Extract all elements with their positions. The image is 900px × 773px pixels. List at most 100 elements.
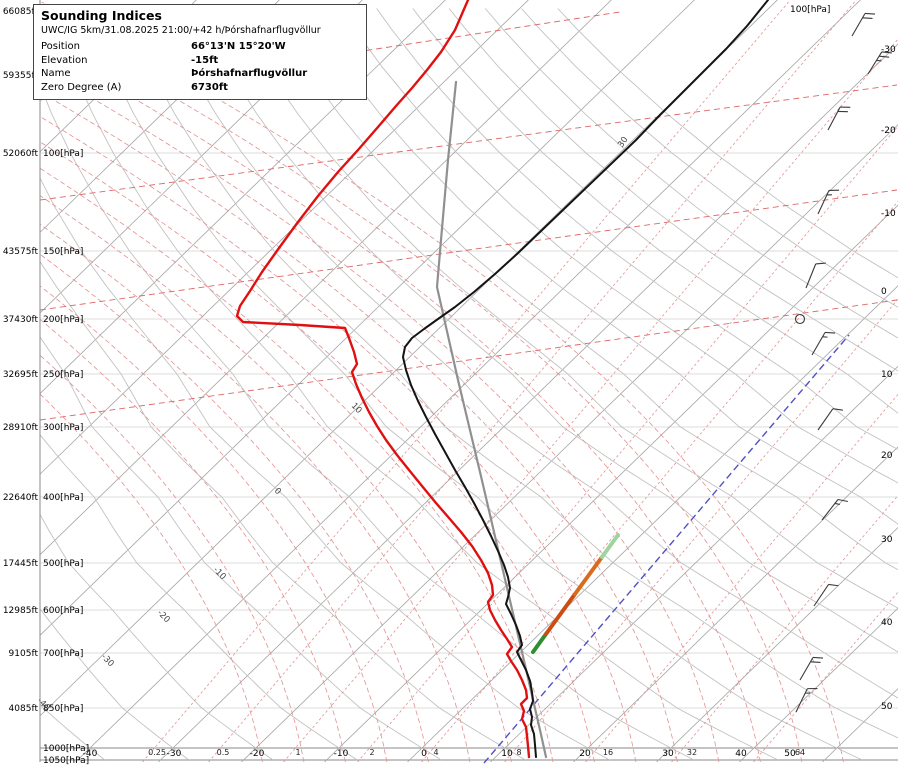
position-label: Position (41, 41, 80, 52)
dry-adiabat-line (448, 8, 898, 372)
right-temp-label: -20 (881, 126, 896, 136)
temperature-black-trace (402, 0, 769, 758)
bottom-mixing-ratio-label: 64 (795, 748, 805, 757)
altitude-label: 37430ft (3, 315, 39, 325)
mixing-ratio-line (421, 200, 898, 762)
dry-adiabat-line (484, 8, 898, 339)
bottom-temp-label: -10 (334, 749, 349, 759)
dry-adiabat-line (122, 8, 898, 739)
wind-barb (827, 106, 851, 131)
bottom-mixing-ratio-label: 4 (433, 748, 438, 757)
dry-adiabat-line (40, 608, 190, 761)
right-temp-label: 30 (881, 535, 893, 545)
isotherm-line (40, 0, 529, 475)
dry-adiabat-line (0, 9, 21, 760)
mixing-ratio-line (142, 0, 791, 762)
dry-adiabat-line (40, 176, 610, 761)
right-temp-label: 40 (881, 618, 893, 628)
bottom-mixing-ratio-label: 8 (516, 748, 521, 757)
wind-barb (817, 189, 840, 215)
wind-barb (813, 583, 839, 607)
isotherm-line (40, 0, 280, 233)
altitude-label: 28910ft (3, 423, 39, 433)
altitude-label: 43575ft (3, 247, 39, 257)
isotherm-line (490, 365, 898, 762)
mixing-ratio-line (585, 393, 898, 762)
isotherm-line (40, 0, 197, 153)
mixing-ratio-line (357, 125, 898, 762)
temperature-red-trace (235, 0, 531, 759)
dry-adiabat-line (86, 8, 863, 761)
dry-adiabat-line (40, 260, 526, 761)
bottom-temp-label: 50 (784, 749, 796, 759)
bottom-temp-label: -20 (250, 749, 265, 759)
pressure-label: 150[hPa] (43, 247, 83, 257)
pressure-label: 400[hPa] (43, 493, 83, 503)
pressure-label: 1050[hPa] (43, 756, 89, 766)
bottom-temp-label: 20 (579, 749, 591, 759)
bottom-temp-label: 0 (421, 749, 427, 759)
wind-barb (821, 498, 848, 521)
right-temp-label: -10 (881, 209, 896, 219)
mixing-ratio-line (283, 38, 898, 762)
right-temp-label: -30 (881, 45, 896, 55)
dry-adiabat-line (158, 8, 898, 699)
info-row-position: Position 66°13'N 15°20'W (41, 40, 359, 54)
dry-adiabat-line (412, 8, 898, 414)
moist-adiabat-line (40, 116, 637, 762)
moist-adiabat-line (41, 1, 844, 762)
dry-adiabat-line (50, 8, 779, 761)
altitude-label: 22640ft (3, 493, 39, 503)
bottom-mixing-ratio-label: 1 (295, 748, 300, 757)
pressure-label: 200[hPa] (43, 315, 83, 325)
info-row-name: Name Þórshafnarflugvöllur (41, 67, 359, 81)
isotherm-line (158, 43, 898, 762)
right-temp-label: 0 (881, 287, 887, 297)
altitude-label: 17445ft (3, 559, 39, 569)
altitude-label: 66085ft (3, 7, 39, 17)
name-value: Þórshafnarflugvöllur (191, 68, 308, 79)
dry-adiabat-line (340, 8, 898, 484)
panel-title: Sounding Indices (41, 8, 162, 23)
bottom-temp-label: 10 (501, 749, 513, 759)
zero-degree-value: 6730ft (191, 81, 228, 93)
calm-wind-marker (794, 313, 806, 325)
pressure-label: 700[hPa] (43, 649, 83, 659)
wind-barb (795, 687, 818, 713)
aux-dashed-line (40, 84, 898, 201)
dry-adiabat-line (40, 513, 274, 761)
moist-adiabat-line (40, 44, 761, 762)
pressure-label: 100[hPa] (43, 149, 83, 159)
right-temp-label: 20 (881, 451, 893, 461)
elevation-value: -15ft (191, 54, 219, 66)
model-run-subtitle: UWC/IG 5km/31.08.2025 21:00/+42 h/Þórsha… (41, 25, 321, 36)
moist-adiabat-line (40, 253, 429, 762)
moist-adiabat-line (40, 393, 263, 762)
sounding-indices-panel: Sounding Indices UWC/IG 5km/31.08.2025 2… (33, 4, 367, 100)
dry-adiabat-line (376, 8, 898, 451)
aux-dashed-line (40, 299, 898, 421)
pressure-label: 250[hPa] (43, 370, 83, 380)
isotherm-line (40, 0, 612, 556)
info-row-elevation: Elevation -15ft (41, 54, 359, 68)
dry-adiabat-line (231, 8, 898, 609)
isotherm-line (40, 0, 363, 314)
bottom-mixing-ratio-label: 16 (603, 748, 613, 757)
dry-adiabat-line (195, 8, 898, 653)
position-value: 66°13'N 15°20'W (191, 41, 286, 52)
dry-adiabat-line (40, 434, 358, 761)
wind-barb (811, 331, 836, 356)
bottom-temp-label: 40 (735, 749, 747, 759)
pressure-label: 850[hPa] (43, 704, 83, 714)
isotherm-line (40, 0, 695, 636)
mixing-ratio-line (671, 494, 898, 762)
right-temp-label: 50 (881, 702, 893, 712)
adiabat-value-label: -20 (155, 608, 172, 625)
elevation-label: Elevation (41, 54, 88, 66)
dry-adiabat-line (303, 8, 898, 525)
bottom-temp-label: 30 (662, 749, 674, 759)
mixing-ratio-line (753, 591, 898, 762)
bottom-mixing-ratio-label: 32 (687, 748, 697, 757)
isotherm-line (573, 446, 898, 762)
